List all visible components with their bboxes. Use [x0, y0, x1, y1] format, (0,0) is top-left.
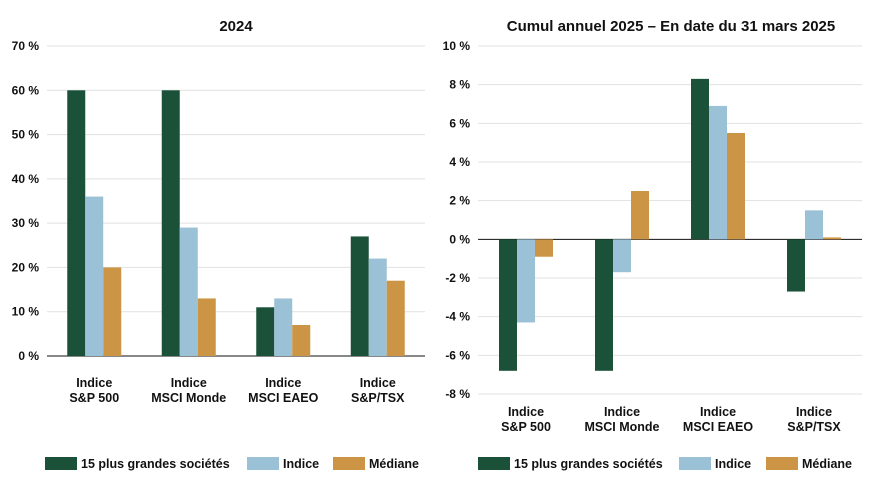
- chart2-ytick-label: 6 %: [449, 116, 470, 130]
- chart1-category-label: Indice: [265, 376, 301, 390]
- chart2-ytick-label: 8 %: [449, 78, 470, 92]
- chart1-category-label: S&P 500: [69, 391, 119, 405]
- chart1-bar: [386, 280, 405, 356]
- chart1-ytick-label: 70 %: [12, 39, 40, 53]
- chart2-ytick-label: -2 %: [445, 271, 470, 285]
- chart1-ytick-label: 60 %: [12, 83, 40, 97]
- chart1-category-label: S&P/TSX: [351, 391, 405, 405]
- chart1-bar: [179, 227, 198, 356]
- chart1-category-label: Indice: [76, 376, 112, 390]
- chart2-legend-swatch: [679, 457, 711, 470]
- chart2-legend-label: Médiane: [802, 457, 852, 471]
- chart2-bar: [727, 133, 745, 240]
- chart1-ytick-label: 20 %: [12, 260, 40, 274]
- chart1-bar: [292, 325, 311, 356]
- chart1-bar: [256, 307, 275, 356]
- chart2-legend-label: 15 plus grandes sociétés: [514, 457, 663, 471]
- chart2-bar: [595, 239, 613, 371]
- chart1-bar: [161, 90, 180, 357]
- chart1-ytick-label: 40 %: [12, 172, 40, 186]
- chart1-ytick-label: 10 %: [12, 305, 40, 319]
- chart1-legend-swatch: [45, 457, 77, 470]
- chart1-ytick-label: 50 %: [12, 128, 40, 142]
- chart2-category-label: MSCI Monde: [585, 420, 660, 434]
- chart2-ytick-label: 0 %: [449, 232, 470, 246]
- chart2-bar: [535, 239, 553, 257]
- chart1-bar: [85, 196, 104, 356]
- chart2-ytick-label: 10 %: [443, 39, 471, 53]
- chart1-legend-label: Indice: [283, 457, 319, 471]
- chart1-category-label: Indice: [171, 376, 207, 390]
- chart2-bar: [613, 239, 631, 273]
- chart1-category-label: MSCI EAEO: [248, 391, 318, 405]
- chart2-category-label: Indice: [700, 405, 736, 419]
- chart2-legend-swatch: [766, 457, 798, 470]
- chart1-legend-label: 15 plus grandes sociétés: [81, 457, 230, 471]
- chart2-category-label: S&P 500: [501, 420, 551, 434]
- chart1-legend-swatch: [333, 457, 365, 470]
- chart2-bar: [823, 237, 841, 240]
- chart1-bar: [350, 236, 369, 356]
- chart2-bar: [517, 239, 535, 323]
- chart1-category-label: MSCI Monde: [151, 391, 226, 405]
- chart2-bar: [709, 105, 727, 240]
- chart1-bar: [368, 258, 387, 356]
- chart2-legend-swatch: [478, 457, 510, 470]
- chart2-bar: [787, 239, 805, 292]
- chart1-bar: [197, 298, 216, 356]
- chart2-bar: [805, 210, 823, 240]
- chart2-bar: [691, 78, 709, 240]
- chart2-category-label: Indice: [796, 405, 832, 419]
- chart2-ytick-label: -6 %: [445, 348, 470, 362]
- chart2-title: Cumul annuel 2025 – En date du 31 mars 2…: [507, 18, 835, 35]
- chart2-bar: [499, 239, 517, 371]
- chart2-ytick-label: -8 %: [445, 387, 470, 401]
- chart2-ytick-label: 2 %: [449, 194, 470, 208]
- chart1-legend-swatch: [247, 457, 279, 470]
- chart1-category-label: Indice: [360, 376, 396, 390]
- chart2-category-label: MSCI EAEO: [683, 420, 753, 434]
- chart2-ytick-label: -4 %: [445, 310, 470, 324]
- chart2-bar: [631, 191, 649, 240]
- chart2-legend-label: Indice: [715, 457, 751, 471]
- chart2-category-label: S&P/TSX: [787, 420, 841, 434]
- chart2-ytick-label: 4 %: [449, 155, 470, 169]
- chart1-ytick-label: 30 %: [12, 216, 40, 230]
- chart1-bar: [67, 90, 86, 357]
- chart1-ytick-label: 0 %: [18, 349, 39, 363]
- chart1-bar: [103, 267, 122, 356]
- chart1-legend-label: Médiane: [369, 457, 419, 471]
- chart2-category-label: Indice: [604, 405, 640, 419]
- chart2-category-label: Indice: [508, 405, 544, 419]
- chart1-title: 2024: [219, 18, 253, 35]
- chart1-bar: [274, 298, 293, 356]
